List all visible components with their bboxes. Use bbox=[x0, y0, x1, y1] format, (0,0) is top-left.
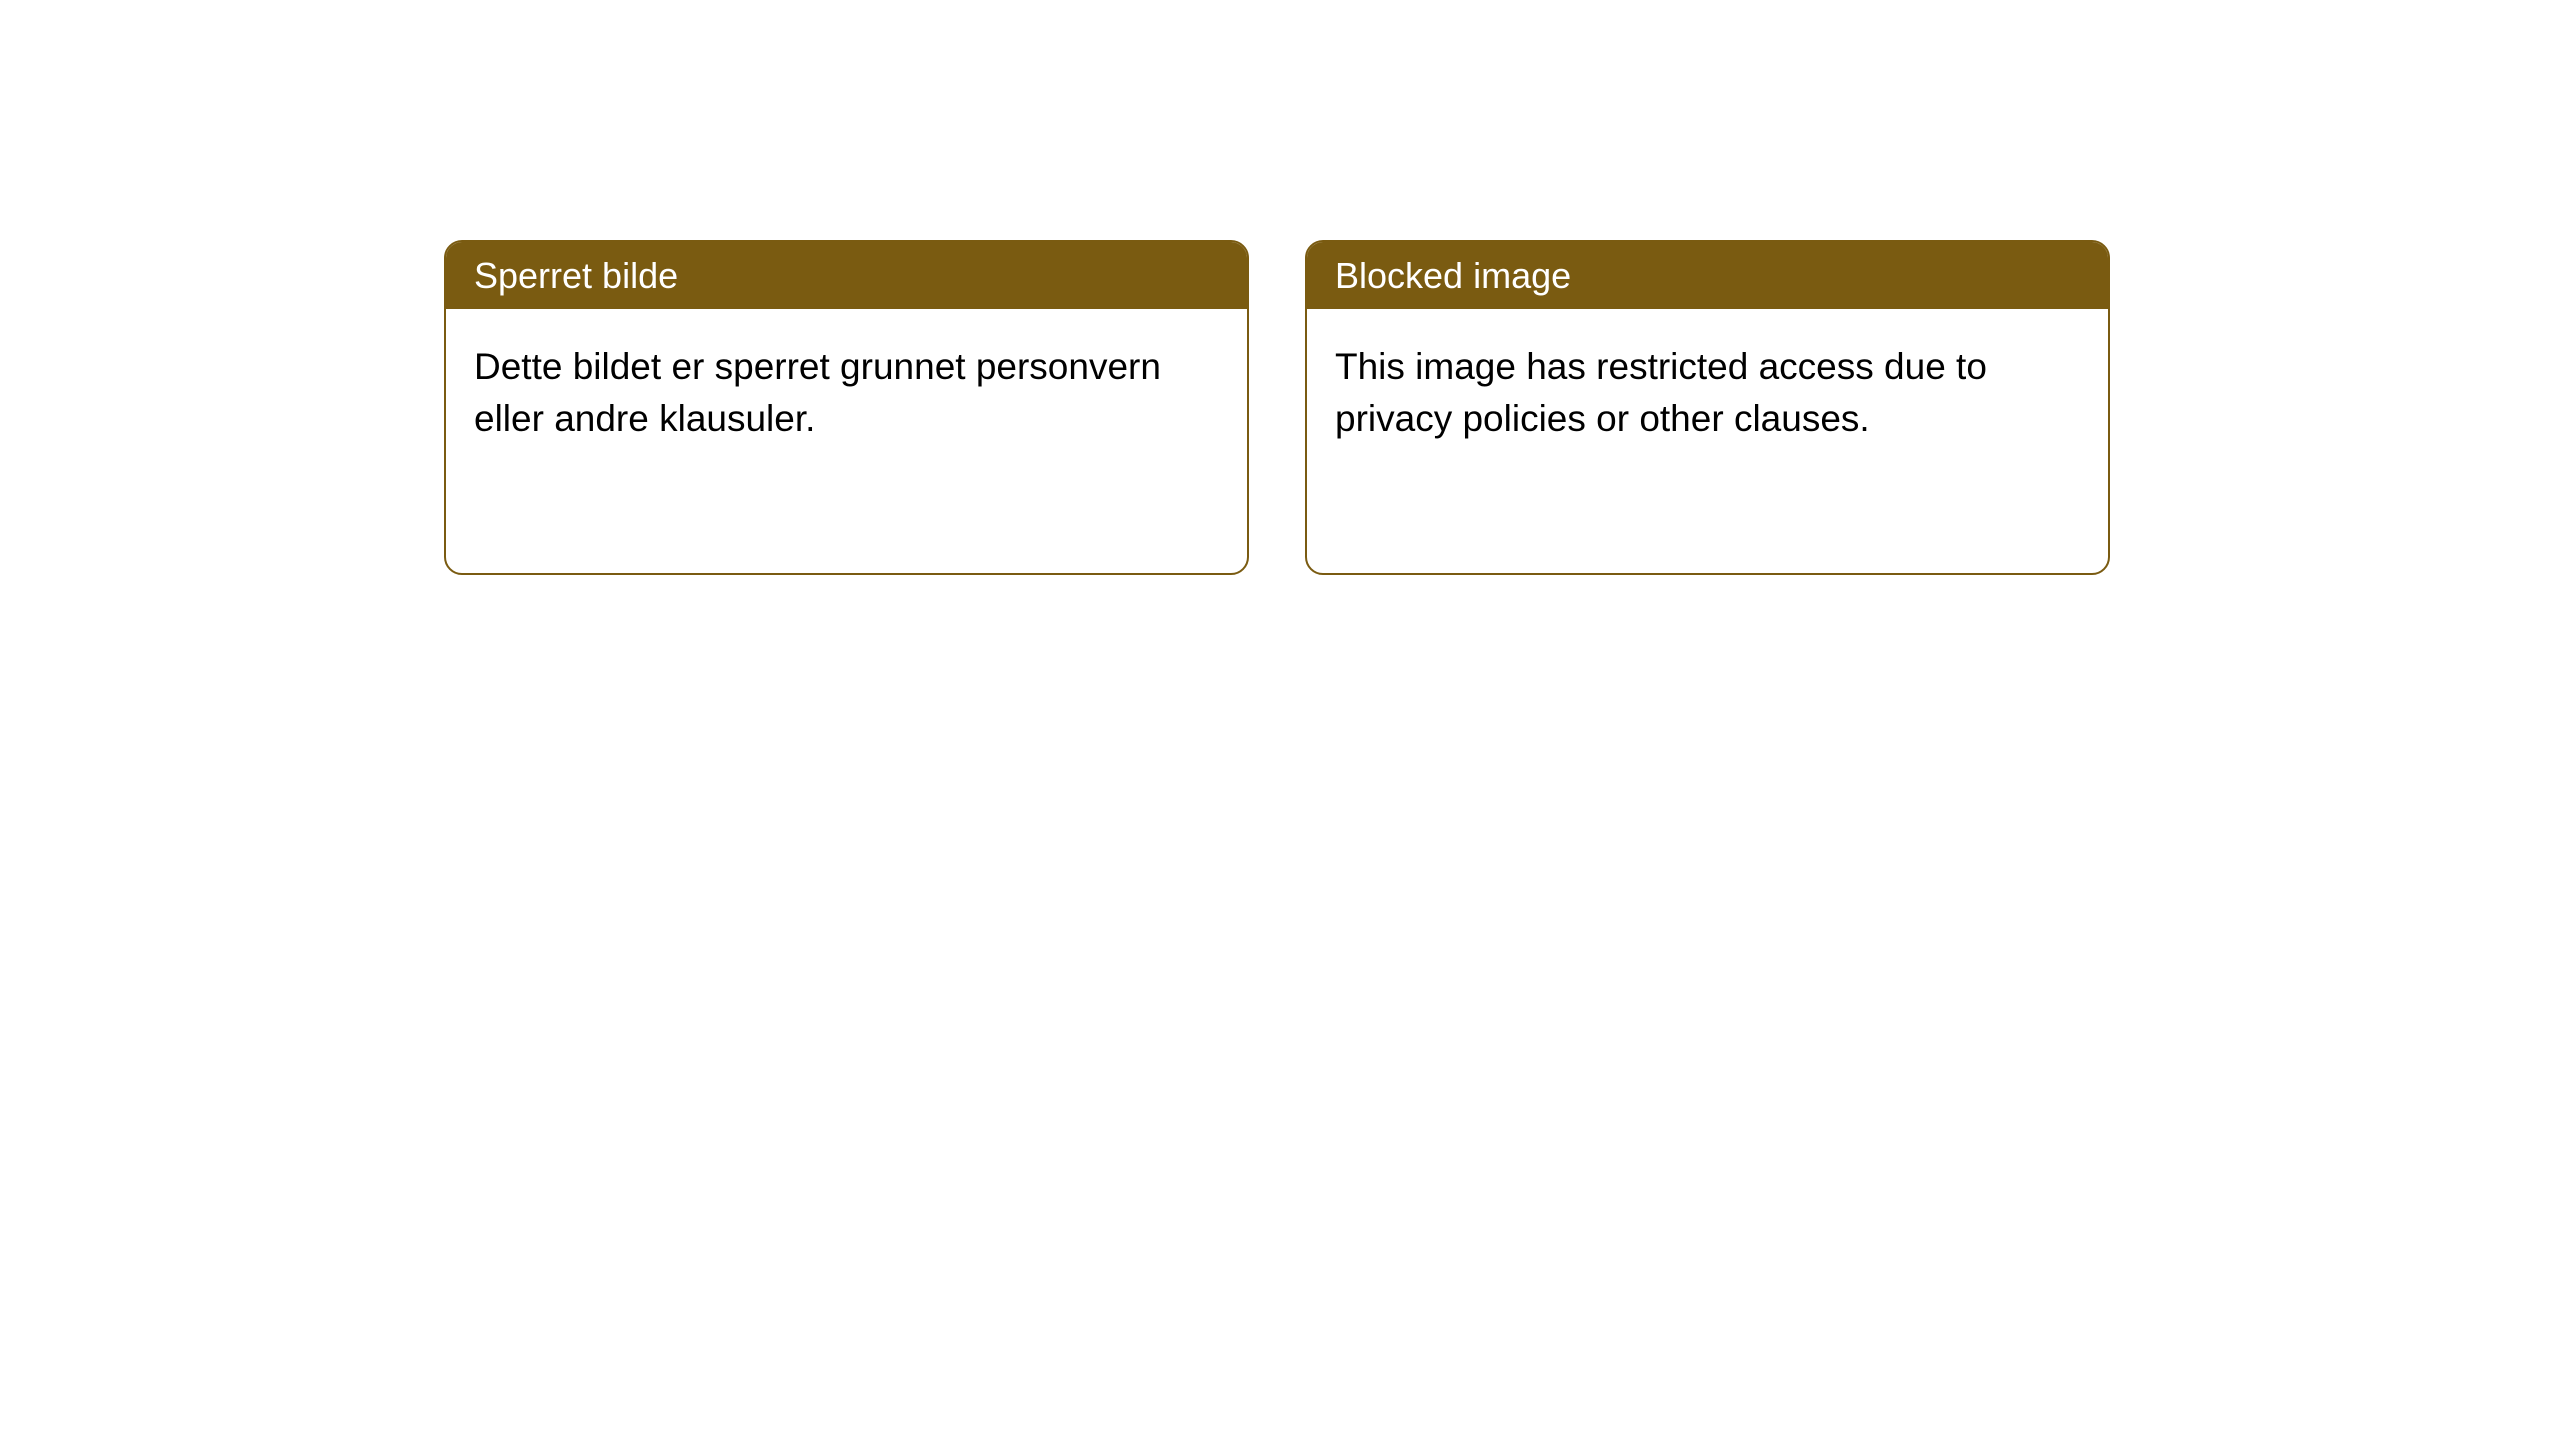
notice-container: Sperret bilde Dette bildet er sperret gr… bbox=[0, 0, 2560, 575]
notice-card-title: Sperret bilde bbox=[446, 242, 1247, 309]
notice-card-body: Dette bildet er sperret grunnet personve… bbox=[446, 309, 1247, 477]
notice-card-body: This image has restricted access due to … bbox=[1307, 309, 2108, 477]
notice-card-english: Blocked image This image has restricted … bbox=[1305, 240, 2110, 575]
notice-card-title: Blocked image bbox=[1307, 242, 2108, 309]
notice-card-norwegian: Sperret bilde Dette bildet er sperret gr… bbox=[444, 240, 1249, 575]
